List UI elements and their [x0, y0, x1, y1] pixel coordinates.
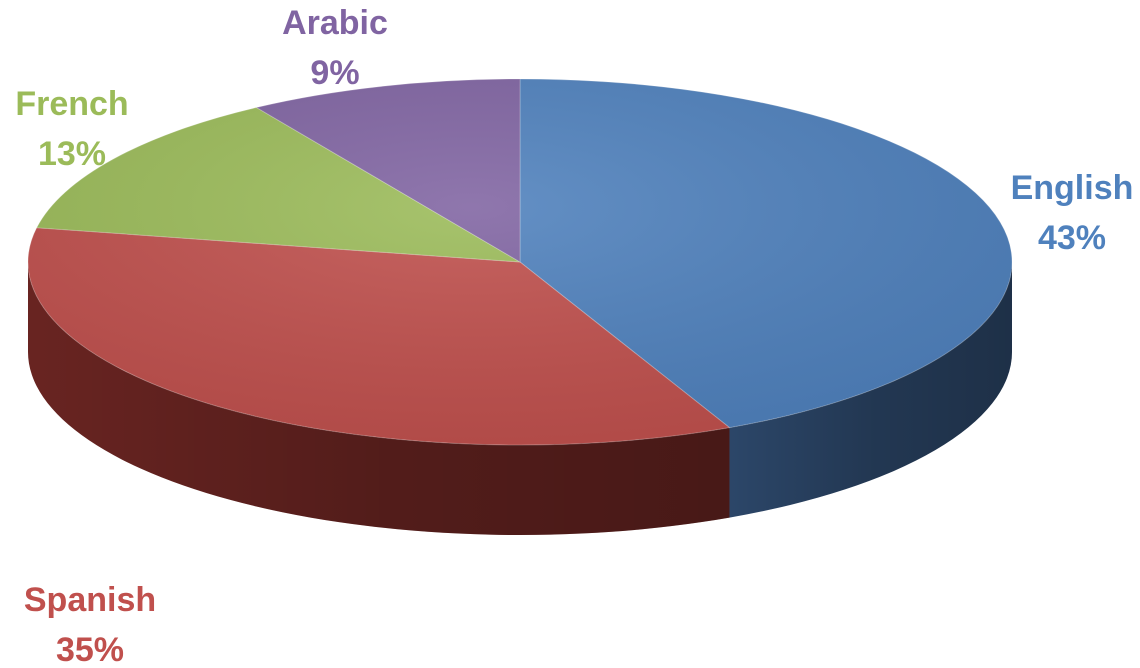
pie-top-gloss: [28, 79, 1012, 445]
slice-label-arabic: Arabic: [282, 4, 388, 42]
pie-slice-side-shade-spanish: [28, 262, 730, 535]
slice-value-french: 13%: [38, 135, 106, 173]
slice-label-english: English: [1011, 169, 1134, 207]
slice-value-arabic: 9%: [310, 54, 359, 92]
slice-value-spanish: 35%: [56, 631, 124, 668]
pie-slice-side-shade-english: [729, 262, 1012, 518]
slice-label-spanish: Spanish: [24, 581, 156, 619]
slice-label-french: French: [15, 85, 128, 123]
slice-value-english: 43%: [1038, 219, 1106, 257]
